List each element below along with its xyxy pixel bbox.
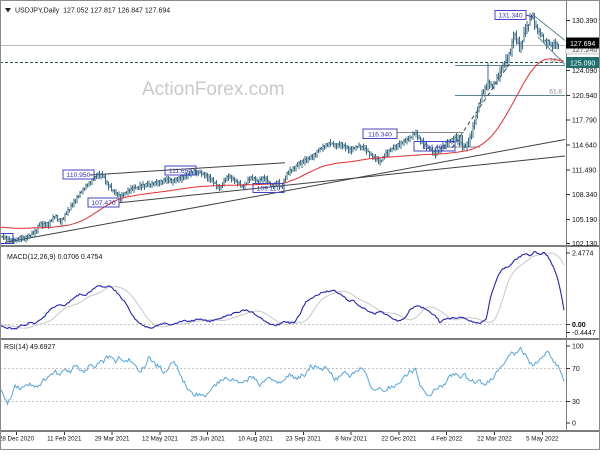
svg-text:30: 30 [572, 399, 580, 406]
svg-text:110.950: 110.950 [67, 172, 91, 179]
svg-text:102.130: 102.130 [572, 241, 597, 248]
svg-text:22 Dec 2021: 22 Dec 2021 [381, 436, 417, 443]
svg-text:0.00: 0.00 [572, 322, 586, 329]
svg-text:2.4774: 2.4774 [572, 251, 594, 258]
svg-text:-0.4447: -0.4447 [572, 330, 596, 337]
svg-text:38.2: 38.2 [549, 58, 562, 65]
svg-text:4 Feb 2022: 4 Feb 2022 [431, 436, 463, 443]
svg-text:127.240: 127.240 [572, 47, 597, 54]
svg-text:61.8: 61.8 [549, 89, 562, 96]
svg-text:ActionForex.com: ActionForex.com [142, 79, 285, 100]
svg-text:117.790: 117.790 [572, 118, 597, 125]
svg-text:0: 0 [572, 421, 576, 428]
svg-text:USDJPY,Daily 127.052 127.817: USDJPY,Daily 127.052 127.817 126.847 127… [15, 8, 170, 15]
svg-text:100: 100 [572, 344, 584, 351]
svg-text:22 Mar 2022: 22 Mar 2022 [477, 436, 512, 443]
svg-text:107.470: 107.470 [91, 200, 115, 207]
svg-text:105.190: 105.190 [572, 217, 597, 224]
svg-text:124.090: 124.090 [572, 68, 597, 75]
svg-text:8 Nov 2021: 8 Nov 2021 [335, 436, 367, 443]
svg-text:131.340: 131.340 [498, 13, 522, 20]
svg-text:120.940: 120.940 [572, 93, 597, 100]
svg-text:116.340: 116.340 [368, 132, 392, 139]
svg-text:29 Mar 2021: 29 Mar 2021 [95, 436, 130, 443]
svg-text:109.110: 109.110 [257, 186, 281, 193]
svg-text:70: 70 [572, 366, 580, 373]
svg-text:23 Sep 2021: 23 Sep 2021 [286, 436, 322, 443]
svg-text:111.490: 111.490 [572, 168, 596, 175]
svg-text:RSI(14) 49.6927: RSI(14) 49.6927 [4, 344, 55, 351]
svg-text:25 Jun 2021: 25 Jun 2021 [191, 436, 226, 443]
svg-text:11 Feb 2021: 11 Feb 2021 [47, 436, 82, 443]
svg-text:127.694: 127.694 [570, 41, 595, 48]
svg-text:114.400: 114.400 [423, 144, 447, 151]
svg-text:5 May 2022: 5 May 2022 [526, 436, 559, 443]
svg-text:114.640: 114.640 [572, 143, 597, 150]
svg-text:28 Dec 2020: 28 Dec 2020 [0, 436, 35, 443]
svg-text:12 May 2021: 12 May 2021 [142, 436, 178, 443]
svg-text:MACD(12,26,9) 0.0706 0.4754: MACD(12,26,9) 0.0706 0.4754 [7, 254, 102, 261]
svg-text:108.340: 108.340 [572, 192, 597, 199]
svg-text:125.090: 125.090 [570, 61, 595, 68]
svg-text:111.650: 111.650 [169, 168, 192, 175]
svg-text:10 Aug 2021: 10 Aug 2021 [238, 436, 273, 443]
svg-text:130.390: 130.390 [572, 18, 597, 25]
